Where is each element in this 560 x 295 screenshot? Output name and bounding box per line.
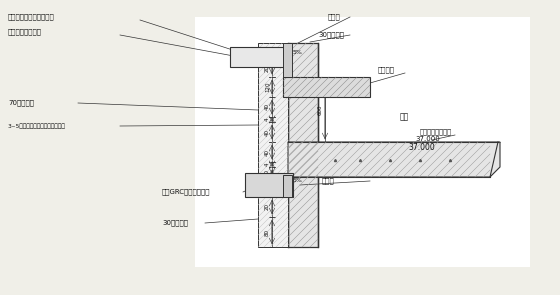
Text: 面砖窗台: 面砖窗台 bbox=[378, 67, 395, 73]
Text: 成品GRC外墙装饰檐线: 成品GRC外墙装饰檐线 bbox=[162, 189, 211, 195]
Text: 装饰檐线轻钙支架: 装饰檐线轻钙支架 bbox=[8, 29, 42, 35]
Text: 3~5厚抚灰面层贴山东金属网格布: 3~5厚抚灰面层贴山东金属网格布 bbox=[8, 123, 66, 129]
Polygon shape bbox=[288, 142, 500, 177]
Text: 40: 40 bbox=[265, 183, 270, 191]
Text: 20: 20 bbox=[265, 204, 270, 211]
Text: 70厚岁棉板: 70厚岁棉板 bbox=[8, 100, 34, 106]
Text: 37.000: 37.000 bbox=[415, 136, 440, 142]
Text: 30厚聚苯板: 30厚聚苯板 bbox=[162, 220, 188, 226]
Text: 4: 4 bbox=[265, 118, 270, 121]
Text: 30厚聚苯板: 30厚聚苯板 bbox=[318, 32, 344, 38]
Text: 40: 40 bbox=[265, 129, 270, 135]
Text: 岐棹板专用锁固件: 岐棹板专用锁固件 bbox=[420, 129, 452, 135]
Text: 80: 80 bbox=[265, 229, 270, 235]
Text: 窗附框: 窗附框 bbox=[322, 178, 335, 184]
Text: 40: 40 bbox=[265, 104, 270, 111]
Text: 600: 600 bbox=[318, 104, 323, 115]
Text: 4: 4 bbox=[265, 163, 270, 166]
Text: 窗附框: 窗附框 bbox=[328, 14, 340, 20]
Polygon shape bbox=[258, 43, 288, 247]
Text: 20: 20 bbox=[265, 168, 270, 176]
Polygon shape bbox=[230, 47, 288, 67]
Text: 37.000: 37.000 bbox=[408, 142, 435, 152]
Polygon shape bbox=[288, 43, 318, 247]
Bar bbox=[283, 175, 292, 197]
Polygon shape bbox=[195, 17, 530, 267]
Polygon shape bbox=[245, 173, 293, 197]
Bar bbox=[283, 43, 292, 77]
Polygon shape bbox=[283, 77, 370, 97]
Text: 成品聚苯板外墙装饰檐线: 成品聚苯板外墙装饰檐线 bbox=[8, 14, 55, 20]
Text: 120: 120 bbox=[265, 82, 270, 92]
Text: 5%: 5% bbox=[293, 178, 303, 183]
Text: 卧室: 卧室 bbox=[400, 112, 409, 122]
Text: 5%: 5% bbox=[293, 50, 303, 55]
Text: 200: 200 bbox=[265, 62, 270, 72]
Text: 40: 40 bbox=[265, 148, 270, 155]
